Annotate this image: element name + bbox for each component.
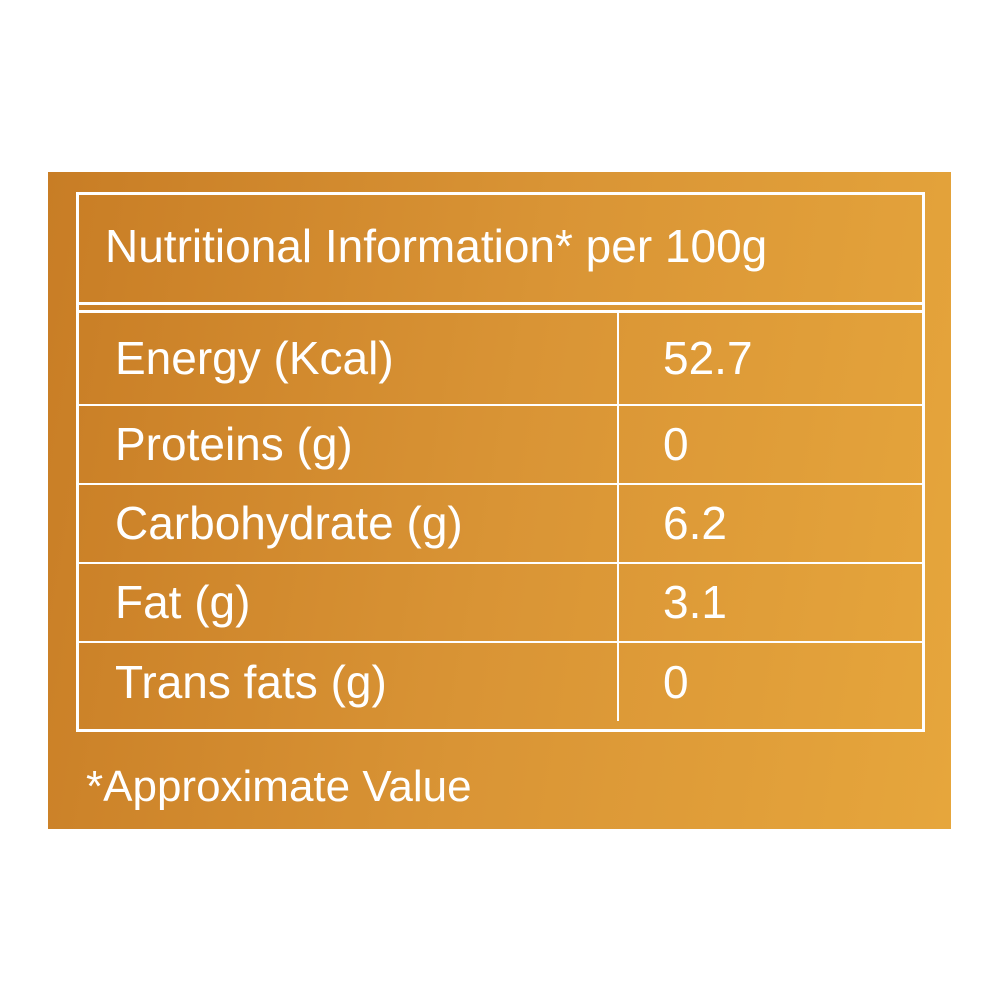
table-frame: Nutritional Information* per 100g Energy…: [76, 192, 925, 732]
nutrient-value: 0: [617, 640, 922, 721]
nutrient-name: Fat (g): [79, 561, 619, 643]
table-row: Fat (g) 3.1: [79, 561, 922, 643]
nutrient-name: Energy (Kcal): [79, 310, 619, 406]
nutrient-value: 3.1: [617, 561, 922, 643]
nutrition-table: Energy (Kcal) 52.7 Proteins (g) 0 Carbohydra…: [79, 310, 922, 721]
table-row: Trans fats (g) 0: [79, 640, 922, 721]
nutrient-value: 6.2: [617, 482, 922, 564]
table-row: Proteins (g) 0: [79, 403, 922, 485]
table-row: Energy (Kcal) 52.7: [79, 310, 922, 406]
nutrition-panel: Nutritional Information* per 100g Energy…: [48, 172, 951, 829]
nutrient-name: Carbohydrate (g): [79, 482, 619, 564]
nutrient-name: Trans fats (g): [79, 640, 619, 721]
footnote: *Approximate Value: [86, 762, 472, 811]
nutrient-value: 0: [617, 403, 922, 485]
nutrient-value: 52.7: [617, 310, 922, 406]
table-row: Carbohydrate (g) 6.2: [79, 482, 922, 564]
table-title: Nutritional Information* per 100g: [79, 195, 922, 305]
nutrient-name: Proteins (g): [79, 403, 619, 485]
